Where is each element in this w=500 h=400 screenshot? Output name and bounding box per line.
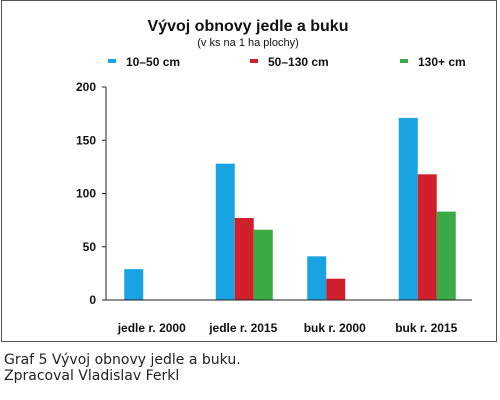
bar xyxy=(253,229,273,300)
bar-group xyxy=(124,117,456,300)
bar xyxy=(436,211,456,300)
y-tick-label: 200 xyxy=(76,80,96,94)
y-tick-label: 0 xyxy=(89,293,96,307)
figure-caption: Graf 5 Vývoj obnovy jedle a buku. Zpraco… xyxy=(4,352,241,384)
y-tick-label: 50 xyxy=(83,240,97,254)
chart-title: Vývoj obnovy jedle a buku xyxy=(148,18,349,35)
legend-swatch-2 xyxy=(400,59,408,63)
x-tick-label: buk r. 2000 xyxy=(304,321,366,335)
caption-line-2: Zpracoval Vladislav Ferkl xyxy=(4,368,180,384)
bar xyxy=(398,117,418,300)
y-tick-label: 100 xyxy=(76,187,96,201)
x-tick-label: jedle r. 2000 xyxy=(117,321,186,335)
legend-label-0: 10–50 cm xyxy=(126,55,180,69)
y-axis: 0 50 100 150 200 xyxy=(76,80,107,307)
legend-swatch-1 xyxy=(250,59,258,63)
legend-label-1: 50–130 cm xyxy=(268,55,329,69)
chart-legend: 10–50 cm 50–130 cm 130+ cm xyxy=(108,55,466,69)
chart-subtitle: (v ks na 1 ha plochy) xyxy=(197,37,299,49)
bar xyxy=(234,217,254,300)
chart-svg: Vývoj obnovy jedle a buku (v ks na 1 ha … xyxy=(76,18,472,335)
bar xyxy=(307,256,327,300)
x-tick-label: buk r. 2015 xyxy=(395,321,457,335)
bar xyxy=(417,174,437,300)
y-tick-label: 150 xyxy=(76,133,96,147)
bar xyxy=(326,278,346,300)
chart-frame: Vývoj obnovy jedle a buku (v ks na 1 ha … xyxy=(1,0,497,342)
legend-label-2: 130+ cm xyxy=(418,55,466,69)
caption-line-1: Graf 5 Vývoj obnovy jedle a buku. xyxy=(4,352,241,368)
x-tick-label: jedle r. 2015 xyxy=(208,321,277,335)
bar xyxy=(124,269,144,300)
x-axis: jedle r. 2000 jedle r. 2015 buk r. 2000 buk… xyxy=(106,299,472,335)
bar xyxy=(215,163,235,300)
legend-swatch-0 xyxy=(108,59,116,63)
